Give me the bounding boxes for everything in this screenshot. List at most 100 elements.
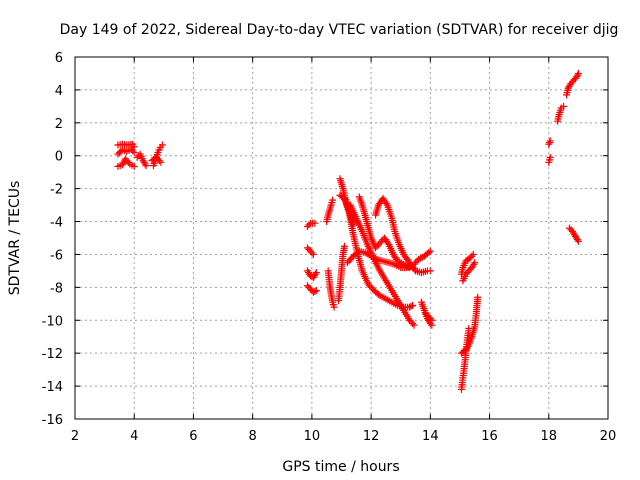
data-point	[566, 224, 574, 232]
data-point	[428, 316, 436, 324]
data-point	[412, 259, 420, 267]
data-point	[329, 196, 337, 204]
data-point	[129, 147, 137, 155]
data-point	[570, 76, 578, 84]
data-point	[305, 283, 313, 291]
y-tick-label: -10	[42, 314, 63, 329]
data-point	[568, 78, 576, 86]
y-tick-label: -6	[50, 248, 63, 263]
data-point	[376, 239, 384, 247]
y-tick-label: 2	[55, 117, 63, 132]
axis-ticks: 2 4 6 8 10 12 14 16 18 20 -16 -14 -12 -10 -8 -6 -4 -2 0 2 4 6	[42, 51, 617, 444]
data-point	[309, 288, 317, 296]
x-tick-label: 14	[422, 429, 439, 444]
data-point	[345, 257, 353, 265]
data-series-seg-e5	[566, 224, 582, 245]
data-point	[372, 244, 380, 252]
chart-title: Day 149 of 2022, Sidereal Day-to-day VTE…	[60, 22, 619, 38]
data-point	[409, 301, 417, 309]
data-series-seg-c11	[422, 310, 436, 324]
data-point	[567, 79, 575, 87]
data-point	[121, 155, 129, 163]
data-series-seg-c2	[324, 267, 338, 311]
y-tick-label: 0	[55, 150, 63, 165]
data-point	[312, 269, 320, 277]
data-series-seg-c9	[343, 247, 434, 272]
data-point	[123, 157, 131, 165]
data-point	[573, 236, 581, 244]
y-tick-label: -4	[50, 216, 63, 231]
data-point	[305, 221, 313, 229]
data-series-seg-a5	[149, 141, 166, 170]
data-point	[410, 260, 418, 268]
data-point	[305, 246, 313, 254]
data-point	[560, 102, 568, 110]
data-point	[375, 241, 383, 249]
data-series-seg-c6	[355, 193, 414, 272]
data-series-seg-b2	[303, 244, 317, 258]
data-point	[309, 250, 317, 258]
data-point	[366, 282, 374, 290]
data-series-seg-e3	[554, 102, 568, 125]
data-points	[114, 69, 582, 393]
data-point	[158, 141, 166, 149]
data-point	[410, 321, 418, 329]
data-point	[142, 162, 150, 170]
data-point	[422, 310, 430, 318]
data-point	[470, 260, 478, 268]
data-point	[545, 140, 553, 148]
y-axis-label: SDTVAR / TECUs	[7, 181, 23, 296]
data-series-seg-a1	[114, 140, 138, 151]
x-tick-label: 8	[249, 429, 257, 444]
data-point	[574, 71, 582, 79]
data-series-seg-d4	[457, 250, 477, 278]
x-tick-label: 12	[363, 429, 380, 444]
x-tick-label: 6	[189, 429, 197, 444]
x-tick-label: 4	[130, 429, 138, 444]
data-point	[406, 316, 414, 324]
y-tick-label: -2	[50, 183, 63, 198]
data-series-seg-b1	[303, 219, 319, 230]
y-tick-label: -14	[42, 380, 63, 395]
y-tick-label: -8	[50, 281, 63, 296]
data-point	[306, 247, 314, 255]
data-series-seg-b4	[303, 282, 320, 296]
data-point	[124, 158, 132, 166]
data-series-seg-c1	[323, 196, 337, 226]
y-tick-label: -16	[42, 413, 63, 428]
x-tick-label: 10	[304, 429, 321, 444]
data-point	[409, 320, 417, 328]
data-point	[426, 267, 434, 275]
x-axis-label: GPS time / hours	[282, 459, 399, 475]
data-point	[364, 280, 372, 288]
data-point	[406, 303, 414, 311]
data-point	[382, 199, 390, 207]
data-series-seg-a3	[114, 155, 138, 170]
data-point	[154, 155, 162, 163]
data-point	[127, 145, 135, 153]
data-point	[311, 287, 319, 295]
data-series-seg-a6	[148, 153, 165, 166]
data-series-seg-a2	[114, 145, 138, 158]
data-point	[464, 343, 472, 351]
data-point	[152, 153, 160, 161]
data-point	[574, 237, 582, 245]
data-point	[303, 282, 311, 290]
data-point	[306, 285, 314, 293]
data-point	[130, 162, 138, 170]
data-point	[471, 259, 479, 267]
grid-lines	[75, 57, 608, 419]
data-point	[423, 311, 431, 319]
data-series-seg-c3	[335, 242, 348, 305]
y-tick-label: -12	[42, 347, 63, 362]
data-point	[407, 302, 415, 310]
data-series-seg-a4	[133, 150, 150, 170]
data-point	[384, 239, 392, 247]
data-point	[330, 303, 338, 311]
data-point	[573, 73, 581, 81]
data-point	[409, 262, 417, 270]
data-point	[303, 244, 311, 252]
data-series-seg-d3	[459, 259, 479, 285]
data-point	[546, 153, 554, 161]
